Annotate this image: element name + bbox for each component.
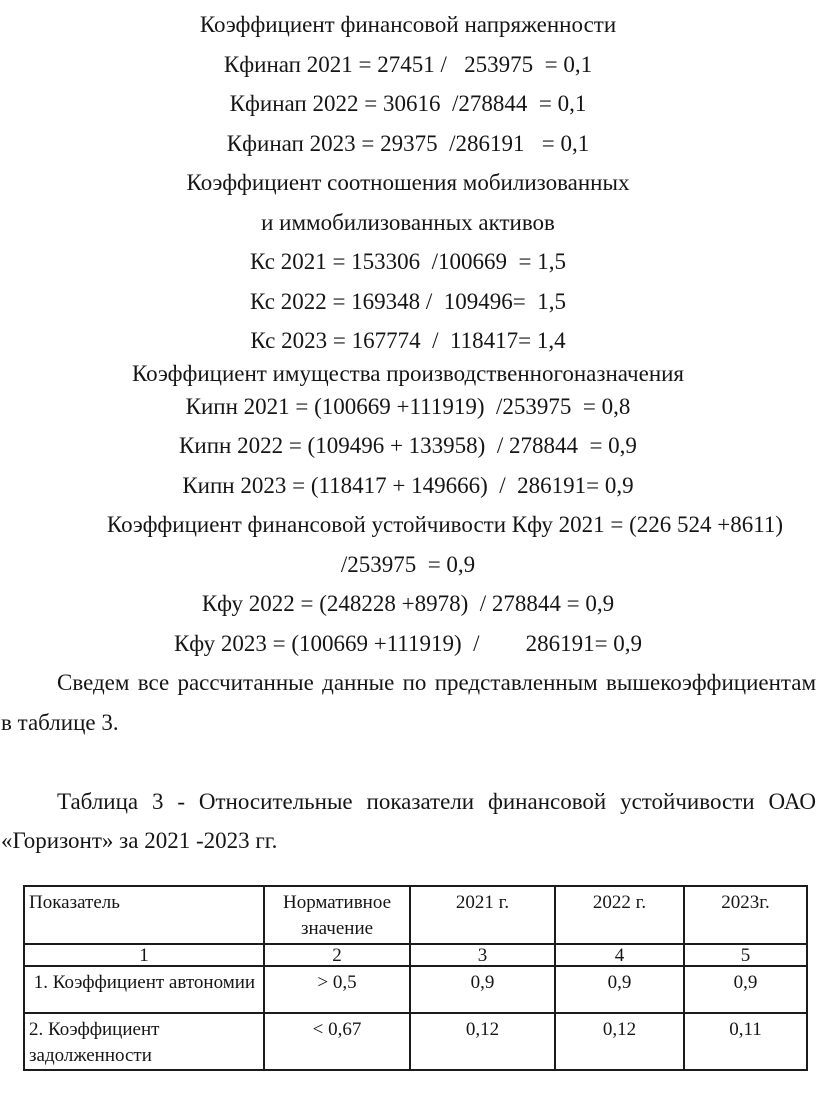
cell-2023-autonomy: 0,9 — [683, 964, 808, 1014]
header-cell-2022: 2022 г. — [554, 884, 685, 945]
paragraph-summary-line-2: в таблице 3. — [1, 709, 119, 735]
cell-indicator-debt: 2. Коэффициент задолженности — [23, 1011, 265, 1071]
cell-2023-debt: 0,11 — [683, 1011, 808, 1071]
cell-2022-debt: 0,12 — [554, 1011, 685, 1071]
formula-kipn-2021: Кипн 2021 = (100669 +111919) /253975 = 0… — [185, 393, 631, 419]
formula-kipn-2022: Кипн 2022 = (109496 + 133958) / 278844 =… — [179, 433, 637, 458]
table-caption-line-1: Таблица 3 - Относительные показатели фин… — [57, 788, 816, 814]
formula-ks-2023: Кс 2023 = 167774 / 118417= 1,4 — [250, 328, 566, 353]
paragraph-summary-line-1: Сведем все рассчитанные данные по предст… — [57, 670, 816, 695]
table-row-debt: 2. Коэффициент задолженности < 0,67 0,12… — [23, 1011, 808, 1071]
formula-kfu-2022: Кфу 2022 = (248228 +8978) / 278844 = 0,9 — [201, 591, 615, 616]
indicators-table: Показатель Нормативное значение 2021 г. … — [23, 884, 808, 1071]
cell-2021-debt: 0,12 — [409, 1011, 556, 1071]
table-numbering-row: 1 2 3 4 5 — [23, 942, 808, 967]
formula-kfinap-2023: Кфинап 2023 = 29375 /286191 = 0,1 — [226, 130, 590, 156]
header-cell-2023: 2023г. — [683, 884, 808, 945]
formula-ks-2021: Кс 2021 = 153306 /100669 = 1,5 — [249, 249, 567, 274]
section-heading-production-property: Коэффициент имущества производственногон… — [131, 360, 685, 386]
table-header-row: Показатель Нормативное значение 2021 г. … — [23, 884, 808, 945]
numbering-cell-3: 3 — [409, 942, 556, 967]
numbering-cell-5: 5 — [683, 942, 808, 967]
numbering-cell-1: 1 — [23, 942, 265, 967]
header-cell-indicator: Показатель — [23, 884, 265, 945]
table-row-autonomy: 1. Коэффициент автономии > 0,5 0,9 0,9 0… — [23, 964, 808, 1014]
cell-indicator-autonomy: 1. Коэффициент автономии — [23, 964, 265, 1014]
numbering-cell-2: 2 — [263, 942, 411, 967]
formula-kfu-2023: Кфу 2023 = (100669 +111919) / 286191= 0,… — [173, 630, 643, 656]
formula-kfinap-2022: Кфинап 2022 = 30616 /278844 = 0,1 — [229, 91, 587, 116]
cell-2021-autonomy: 0,9 — [409, 964, 556, 1014]
formula-kfu-2021-part2: /253975 = 0,9 — [340, 551, 476, 577]
formula-kipn-2023: Кипн 2023 = (118417 + 149666) / 286191= … — [182, 472, 634, 498]
section-heading-mobilized-assets-1: Коэффициент соотношения мобилизованных — [186, 170, 630, 195]
header-cell-2021: 2021 г. — [409, 884, 556, 945]
table-caption-line-2: «Горизонт» за 2021 -2023 гг. — [1, 828, 278, 853]
formula-kfu-2021-part1: Коэффициент финансовой устойчивости Кфу … — [106, 512, 784, 537]
section-heading-financial-tension: Коэффициент финансовой напряженности — [199, 12, 617, 37]
blank-line-spacer — [0, 742, 816, 782]
cell-2022-autonomy: 0,9 — [554, 964, 685, 1014]
cell-norm-debt: < 0,67 — [263, 1011, 411, 1071]
numbering-cell-4: 4 — [554, 942, 685, 967]
cell-norm-autonomy: > 0,5 — [263, 964, 411, 1014]
section-heading-mobilized-assets-2: и иммобилизованных активов — [261, 209, 555, 235]
header-cell-norm-value: Нормативное значение — [263, 884, 411, 945]
formula-ks-2022: Кс 2022 = 169348 / 109496= 1,5 — [249, 288, 567, 314]
formula-kfinap-2021: Кфинап 2021 = 27451 / 253975 = 0,1 — [223, 51, 593, 77]
